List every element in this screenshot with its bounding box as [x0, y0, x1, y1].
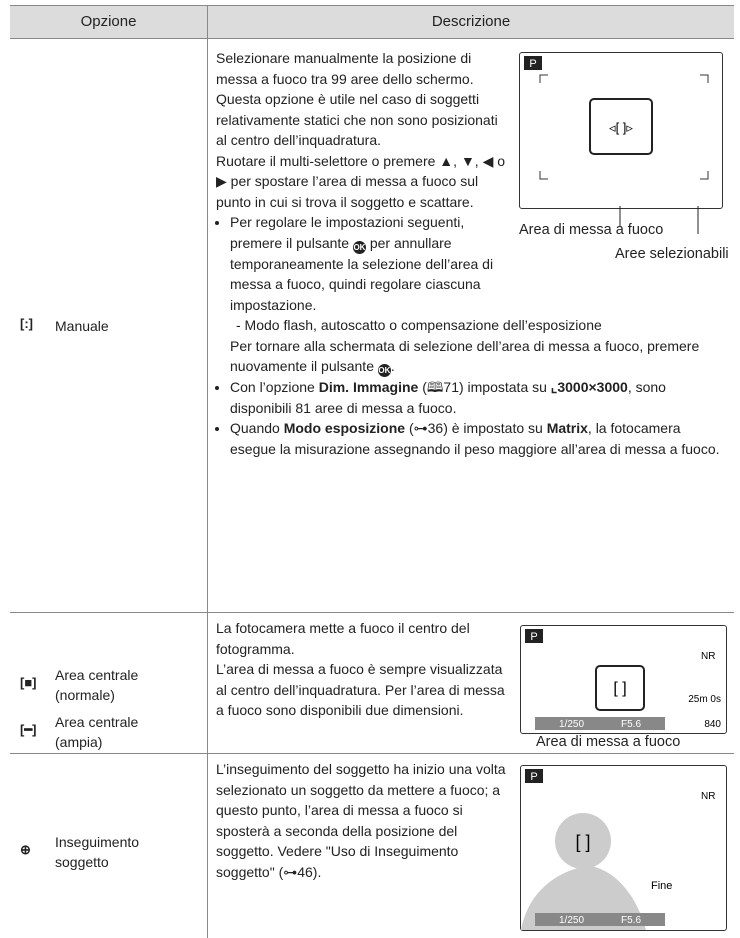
- screen-text: 1/250: [559, 719, 584, 730]
- screen-art: P NR [ ] Fine 1/250 F5.6: [521, 769, 715, 930]
- sub-item: - Modo flash, autoscatto o compensazione…: [236, 317, 602, 333]
- text: .: [390, 358, 395, 374]
- focus-glyph: ◃[ ]▹: [609, 120, 633, 135]
- text: per annullare temporaneamente la selezio…: [230, 234, 494, 313]
- text: (: [408, 420, 414, 436]
- svg-text:[ ]: [ ]: [575, 832, 590, 852]
- text: 46).: [297, 863, 322, 880]
- bold-text: 3000×3000: [557, 379, 628, 395]
- screen-art: P NR [ ] 25m 0s 840 1/250 F5.6: [525, 629, 721, 730]
- caption: Area di messa a fuoco: [519, 222, 664, 238]
- option-icon: ⊕: [20, 842, 31, 857]
- text: , sono disponibili 81 aree di messa a fu…: [230, 379, 666, 416]
- bold-text: Modo esposizione: [283, 420, 406, 436]
- rule: [10, 5, 734, 6]
- book-icon: 🕮: [426, 379, 444, 395]
- caption: Area di messa a fuoco: [536, 734, 681, 750]
- description: La fotocamera mette a fuoco il centro de…: [216, 618, 508, 721]
- ref-icon: ⊶: [413, 420, 428, 436]
- focus-box: [589, 98, 653, 155]
- option-label: Area centrale (ampia): [55, 714, 139, 750]
- svg-text:[ ]: [ ]: [613, 680, 626, 697]
- header-cell: Opzione: [80, 13, 137, 30]
- screen-text: F5.6: [621, 915, 641, 926]
- screen-text: P: [530, 631, 537, 643]
- header-bg: [10, 5, 734, 38]
- mode-badge: [524, 56, 542, 70]
- leader-lines: [619, 206, 699, 234]
- option-icon: [━]: [20, 722, 37, 737]
- figure: P ◃[ ]▹ Area di messa a fuoco Aree selez…: [515, 48, 730, 276]
- screen-art: P ◃[ ]▹: [524, 56, 709, 180]
- paragraph: Ruotare il multi-selettore o premere ▲, …: [216, 152, 506, 210]
- option-icon: [■]: [20, 675, 37, 690]
- rule: [10, 612, 734, 613]
- paragraph: L’area di messa a fuoco è sempre visuali…: [216, 661, 505, 718]
- screen: P NR [ ] 25m 0s 840 1/250 F5.6: [520, 625, 727, 734]
- text: (: [422, 379, 427, 395]
- screen: P NR [ ] Fine 1/250 F5.6: [520, 765, 727, 931]
- text: Quando: [230, 420, 280, 436]
- option-label: Manuale: [55, 318, 109, 334]
- description: P ◃[ ]▹ Area di messa a fuoco Aree selez…: [216, 48, 730, 459]
- screen-text: NR: [701, 651, 715, 662]
- option-icon: [:]: [20, 316, 33, 331]
- text: L’inseguimento del soggetto ha inizio un…: [216, 761, 506, 880]
- option-label: Inseguimento soggetto: [55, 834, 140, 870]
- text: Per tornare alla schermata di selezione …: [230, 337, 700, 375]
- paragraph: Selezionare manualmente la posizione di …: [216, 50, 498, 148]
- paragraph: La fotocamera mette a fuoco il centro de…: [216, 620, 470, 657]
- screen-text: 1/250: [559, 915, 584, 926]
- screen-text: 25m 0s: [688, 694, 721, 705]
- ref-icon: ⊶: [283, 863, 298, 880]
- corners: [539, 74, 709, 180]
- header-cell: Descrizione: [431, 13, 511, 30]
- mode-text: P: [529, 58, 536, 70]
- ok-icon: OK: [377, 364, 391, 377]
- screen-text: F5.6: [621, 719, 641, 730]
- screen: P ◃[ ]▹: [519, 52, 723, 209]
- screen-text: NR: [701, 791, 715, 802]
- rule: [10, 753, 734, 754]
- bold-text: Matrix: [546, 420, 588, 436]
- paragraph: L’inseguimento del soggetto ha inizio un…: [216, 759, 508, 882]
- text: 36) è impostato su: [427, 420, 543, 436]
- text: 71) impostata su: [443, 379, 547, 395]
- caption: Aree selezionabili: [615, 246, 729, 262]
- column-rule: [207, 5, 208, 938]
- screen-text: P: [530, 771, 537, 783]
- bold-text: Dim. Immagine: [318, 379, 419, 395]
- screen-text: Fine: [651, 880, 672, 892]
- bullet: Quando Modo esposizione (⊶36) è impostat…: [230, 418, 730, 459]
- size-icon: ⌞: [550, 379, 558, 395]
- text: , la fotocamera esegue la misurazione as…: [230, 420, 720, 457]
- bullet: Con l’opzione Dim. Immagine (🕮71) impost…: [230, 377, 730, 418]
- rule: [10, 38, 734, 39]
- bullet: Per regolare le impostazioni seguenti, p…: [230, 212, 730, 377]
- option-label: Area centrale (normale): [55, 667, 139, 703]
- note: Per tornare alla schermata di selezione …: [230, 336, 730, 377]
- text: Con l’opzione: [230, 379, 315, 395]
- text: Per regolare le impostazioni seguenti, p…: [230, 214, 465, 251]
- screen-text: 840: [704, 719, 721, 730]
- ok-icon: OK: [352, 240, 366, 254]
- description: L’inseguimento del soggetto ha inizio un…: [216, 759, 508, 882]
